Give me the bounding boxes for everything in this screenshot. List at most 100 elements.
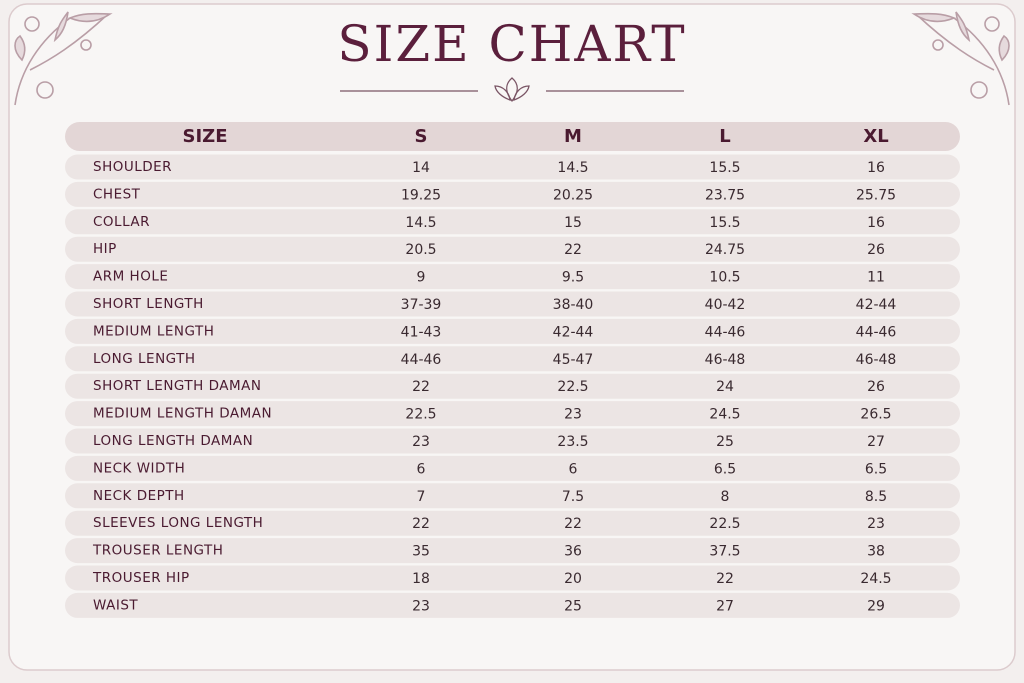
row-band: [65, 318, 960, 344]
row-label: MEDIUM LENGTH DAMAN: [93, 406, 272, 422]
cell-value: 20.25: [553, 187, 593, 203]
cell-value: 46-48: [856, 352, 897, 368]
row-label: SHOULDER: [93, 159, 172, 175]
cell-value: 11: [867, 270, 885, 286]
cell-value: 22: [412, 379, 430, 395]
cell-value: 41-43: [401, 324, 442, 340]
column-header: SIZE: [182, 126, 227, 147]
row-label: CHEST: [93, 186, 141, 202]
row-band: [65, 209, 960, 235]
row-band: [65, 510, 960, 536]
cell-value: 23.75: [705, 187, 745, 203]
cell-value: 19.25: [401, 187, 441, 203]
cell-value: 24.5: [709, 407, 740, 423]
column-header: L: [719, 126, 730, 147]
cell-value: 9.5: [562, 270, 584, 286]
cell-value: 44-46: [856, 324, 897, 340]
row-band: [65, 538, 960, 564]
cell-value: 45-47: [553, 352, 594, 368]
row-label: WAIST: [93, 597, 138, 613]
row-label: SHORT LENGTH: [93, 296, 204, 312]
cell-value: 27: [716, 598, 734, 614]
row-label: HIP: [93, 241, 117, 257]
cell-value: 44-46: [401, 352, 442, 368]
cell-value: 16: [867, 215, 885, 231]
row-band: [65, 592, 960, 618]
row-band: [65, 181, 960, 207]
cell-value: 24.75: [705, 242, 745, 258]
cell-value: 23: [412, 598, 430, 614]
row-label: TROUSER LENGTH: [92, 543, 223, 559]
cell-value: 15: [564, 215, 582, 231]
row-band: [65, 428, 960, 454]
row-label: COLLAR: [93, 214, 150, 230]
row-band: [65, 483, 960, 509]
cell-value: 20.5: [405, 242, 436, 258]
title: SIZE CHART: [337, 15, 686, 73]
title-ornament: [340, 77, 684, 103]
cell-value: 24.5: [860, 571, 891, 587]
cell-value: 29: [867, 598, 885, 614]
cell-value: 44-46: [705, 324, 746, 340]
cell-value: 26: [867, 242, 885, 258]
cell-value: 22: [412, 516, 430, 532]
cell-value: 38: [867, 544, 885, 560]
cell-value: 6.5: [865, 461, 887, 477]
header-row: [65, 122, 960, 151]
cell-value: 40-42: [705, 297, 746, 313]
cell-value: 25: [564, 598, 582, 614]
cell-value: 23: [412, 434, 430, 450]
cell-value: 14.5: [557, 160, 588, 176]
row-label: ARM HOLE: [93, 269, 168, 285]
row-band: [65, 291, 960, 317]
cell-value: 23: [564, 407, 582, 423]
row-label: SHORT LENGTH DAMAN: [93, 378, 261, 394]
cell-value: 22: [564, 242, 582, 258]
cell-value: 38-40: [553, 297, 594, 313]
column-header: M: [564, 126, 582, 147]
row-label: NECK WIDTH: [93, 460, 185, 476]
cell-value: 8.5: [865, 489, 887, 505]
column-header: XL: [863, 126, 888, 147]
floral-right: [911, 11, 1010, 106]
cell-value: 16: [867, 160, 885, 176]
row-label: MEDIUM LENGTH: [93, 323, 214, 339]
cell-value: 23.5: [557, 434, 588, 450]
cell-value: 22: [564, 516, 582, 532]
cell-value: 7.5: [562, 489, 584, 505]
cell-value: 23: [867, 516, 885, 532]
row-band: [65, 346, 960, 372]
floral-left: [14, 11, 113, 106]
cell-value: 46-48: [705, 352, 746, 368]
cell-value: 8: [721, 489, 730, 505]
cell-value: 18: [412, 571, 430, 587]
cell-value: 26: [867, 379, 885, 395]
cell-value: 6: [569, 461, 578, 477]
cell-value: 25: [716, 434, 734, 450]
column-header: S: [415, 126, 428, 147]
cell-value: 6.5: [714, 461, 736, 477]
cell-value: 6: [417, 461, 426, 477]
cell-value: 9: [417, 270, 426, 286]
cell-value: 42-44: [553, 324, 594, 340]
row-label: SLEEVES LONG LENGTH: [93, 515, 263, 531]
cell-value: 22.5: [405, 407, 436, 423]
cell-value: 7: [417, 489, 426, 505]
row-band: [65, 401, 960, 427]
cell-value: 27: [867, 434, 885, 450]
cell-value: 25.75: [856, 187, 896, 203]
cell-value: 20: [564, 571, 582, 587]
cell-value: 22: [716, 571, 734, 587]
row-band: [65, 154, 960, 180]
row-label: LONG LENGTH DAMAN: [93, 433, 253, 449]
row-band: [65, 236, 960, 262]
cell-value: 22.5: [557, 379, 588, 395]
cell-value: 24: [716, 379, 734, 395]
cell-value: 15.5: [709, 215, 740, 231]
cell-value: 14: [412, 160, 430, 176]
cell-value: 37.5: [709, 544, 740, 560]
row-label: TROUSER HIP: [92, 570, 190, 586]
cell-value: 35: [412, 544, 430, 560]
row-band: [65, 455, 960, 481]
cell-value: 36: [564, 544, 582, 560]
